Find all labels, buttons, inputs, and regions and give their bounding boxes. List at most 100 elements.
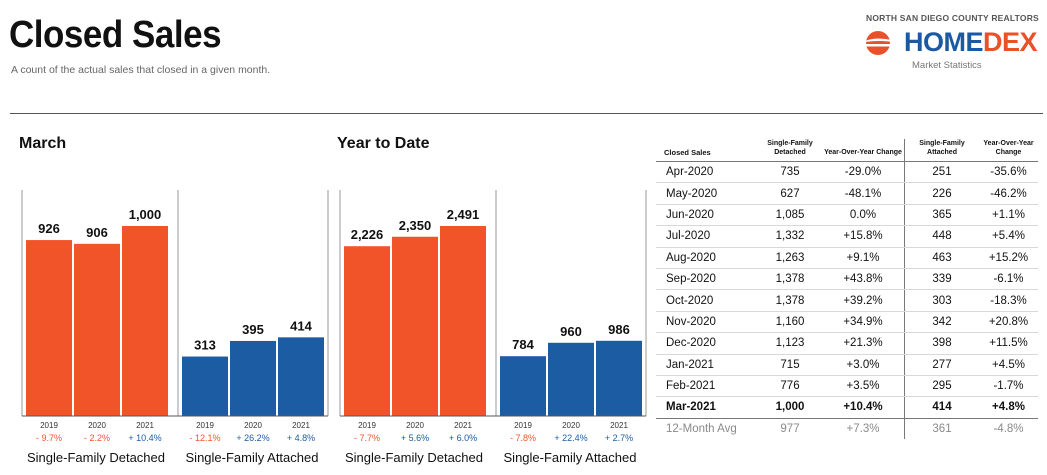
sfa-value-cell: 361 <box>904 418 979 440</box>
sfa-yoy-cell: -1.7% <box>979 375 1038 398</box>
sfa-yoy-cell: -35.6% <box>979 161 1038 184</box>
sfd-value-cell: 977 <box>780 422 800 435</box>
month-cell: Oct-2020 <box>656 289 758 312</box>
x-tick-label: 2020 <box>88 421 106 430</box>
bar <box>344 246 390 416</box>
brand-logo-text: HOMEDEX <box>904 27 1038 58</box>
sfa-yoy-cell: +15.2% <box>979 247 1038 269</box>
brand-home: HOME <box>904 27 984 57</box>
sfd-value-cell: 1,000 <box>758 396 822 419</box>
bar-value-label: 2,226 <box>351 227 384 242</box>
sfa-yoy-cell: +4.8% <box>979 396 1038 419</box>
sfa-value-cell: 342 <box>904 311 979 334</box>
group-label: Single-Family Attached <box>186 450 319 465</box>
bar-value-label: 906 <box>86 225 108 240</box>
table-row: Jul-2020 1,332 +15.8% 448 +5.4% <box>656 225 1038 248</box>
sfa-yoy-cell: -18.3% <box>979 289 1038 312</box>
month-cell: Apr-2020 <box>656 161 758 184</box>
col-header-closed-sales: Closed Sales <box>656 139 758 162</box>
bar-value-label: 986 <box>608 322 630 337</box>
yoy-change-label: + 4.8% <box>287 433 315 443</box>
bar-value-label: 1,000 <box>129 207 162 222</box>
sfa-value-cell: 339 <box>904 268 979 291</box>
x-tick-label: 2019 <box>40 421 58 430</box>
sfd-yoy-cell: +39.2% <box>822 289 905 312</box>
sfa-yoy-cell: +11.5% <box>979 332 1038 355</box>
sfd-yoy-cell: -48.1% <box>822 182 905 205</box>
sfa-value-cell: 398 <box>904 332 979 355</box>
yoy-change-label: - 9.7% <box>36 433 62 443</box>
x-tick-label: 2021 <box>610 421 628 430</box>
x-tick-label: 2019 <box>514 421 532 430</box>
sfd-yoy-cell: +15.8% <box>822 225 905 248</box>
table-row: Aug-2020 1,263 +9.1% 463 +15.2% <box>656 247 1038 269</box>
table-row: May-2020 627 -48.1% 226 -46.2% <box>656 182 1038 205</box>
month-cell: Feb-2021 <box>656 375 758 398</box>
yoy-change-label: + 6.0% <box>449 433 477 443</box>
page-title: Closed Sales <box>9 14 222 56</box>
sfa-value-cell: 463 <box>904 247 979 269</box>
sfd-yoy-cell: +34.9% <box>822 311 905 334</box>
header-divider <box>10 113 1043 114</box>
brand-subtitle: Market Statistics <box>912 60 982 71</box>
table-row: Mar-2021 1,000 +10.4% 414 +4.8% <box>656 396 1038 419</box>
sfd-yoy-cell: 0.0% <box>822 204 905 227</box>
sfd-yoy-cell: +9.1% <box>822 247 905 269</box>
yoy-change-label: + 10.4% <box>128 433 161 443</box>
sfd-value-cell: 776 <box>758 375 822 398</box>
table-row: Feb-2021 776 +3.5% 295 -1.7% <box>656 375 1038 398</box>
sfd-yoy-cell: +21.3% <box>822 332 905 355</box>
sfd-value-cell: 627 <box>758 182 822 205</box>
ytd-bar-chart: 2,226 2019 - 7.7% 2,350 2020 + 5.6% 2,491 2021 +… <box>339 190 647 465</box>
brand-dex: DEX <box>983 27 1038 57</box>
x-tick-label: 2021 <box>292 421 310 430</box>
sfd-value-cell: 715 <box>758 354 822 376</box>
bar-value-label: 960 <box>560 324 582 339</box>
group-label: Single-Family Attached <box>504 450 637 465</box>
monthly-closed-sales-table: Closed Sales Single-Family Detached Year… <box>656 139 1038 440</box>
x-tick-label: 2020 <box>406 421 424 430</box>
yoy-change-label: + 22.4% <box>554 433 587 443</box>
bar <box>500 356 546 416</box>
month-cell: May-2020 <box>656 182 758 205</box>
sfd-value-cell: 1,085 <box>758 204 822 227</box>
col-header-sfa-yoy: Year-Over-Year Change <box>979 139 1038 162</box>
month-cell: Aug-2020 <box>656 247 758 269</box>
yoy-change-label: + 5.6% <box>401 433 429 443</box>
month-cell: Sep-2020 <box>656 268 758 291</box>
x-tick-label: 2019 <box>196 421 214 430</box>
month-cell: Mar-2021 <box>656 396 758 419</box>
yoy-change-label: - 7.7% <box>354 433 380 443</box>
sfd-value-cell: 1,378 <box>758 268 822 291</box>
bar <box>122 226 168 416</box>
sfd-yoy-cell: +3.5% <box>822 375 905 398</box>
bar-value-label: 395 <box>242 322 264 337</box>
chart-title-ytd: Year to Date <box>337 135 430 152</box>
x-tick-label: 2020 <box>562 421 580 430</box>
sfa-yoy-cell: -46.2% <box>979 182 1038 205</box>
table-row: Jun-2020 1,085 0.0% 365 +1.1% <box>656 204 1038 227</box>
bar-value-label: 2,350 <box>399 218 432 233</box>
table-footer-row: 12-Month Avg 977 +7.3% 361 -4.8% <box>656 418 1038 440</box>
table-row: Apr-2020 735 -29.0% 251 -35.6% <box>656 161 1038 184</box>
bar-value-label: 414 <box>290 318 312 333</box>
sfd-value-cell: 1,378 <box>758 289 822 312</box>
col-header-sfa: Single-Family Attached <box>904 139 979 162</box>
yoy-change-label: + 26.2% <box>236 433 269 443</box>
bar <box>230 340 276 416</box>
sfa-yoy-cell: +20.8% <box>979 311 1038 334</box>
sfa-yoy-cell: +1.1% <box>979 204 1038 227</box>
bar <box>596 340 642 416</box>
month-cell: Jun-2020 <box>656 204 758 227</box>
sfd-yoy-cell: +10.4% <box>822 396 905 419</box>
bar <box>74 243 120 416</box>
sfd-yoy-cell: +7.3% <box>846 422 880 435</box>
table-row: Nov-2020 1,160 +34.9% 342 +20.8% <box>656 311 1038 334</box>
homedex-logo-icon <box>860 31 900 55</box>
group-label: Single-Family Detached <box>345 450 483 465</box>
col-header-sfd-yoy: Year-Over-Year Change <box>822 139 905 162</box>
sfa-yoy-cell: -6.1% <box>979 268 1038 291</box>
yoy-change-label: + 2.7% <box>605 433 633 443</box>
sfd-yoy-cell: -29.0% <box>822 161 905 184</box>
sfa-value-cell: 303 <box>904 289 979 312</box>
